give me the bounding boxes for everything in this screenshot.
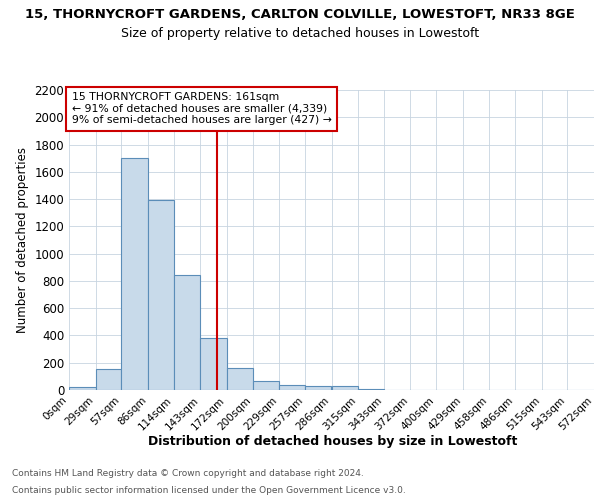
Bar: [305, 386, 331, 390]
Text: 15 THORNYCROFT GARDENS: 161sqm
← 91% of detached houses are smaller (4,339)
9% o: 15 THORNYCROFT GARDENS: 161sqm ← 91% of …: [72, 92, 332, 125]
Text: Contains HM Land Registry data © Crown copyright and database right 2024.: Contains HM Land Registry data © Crown c…: [12, 468, 364, 477]
Bar: [227, 368, 253, 390]
Text: Distribution of detached houses by size in Lowestoft: Distribution of detached houses by size …: [148, 435, 518, 448]
Bar: [173, 276, 200, 390]
Bar: [200, 338, 227, 390]
Text: Size of property relative to detached houses in Lowestoft: Size of property relative to detached ho…: [121, 28, 479, 40]
Bar: [69, 388, 95, 390]
Text: Contains public sector information licensed under the Open Government Licence v3: Contains public sector information licen…: [12, 486, 406, 495]
Bar: [279, 384, 305, 390]
Bar: [148, 200, 173, 390]
Bar: [331, 386, 358, 390]
Bar: [253, 381, 279, 390]
Bar: [121, 158, 148, 390]
Bar: [95, 369, 121, 390]
Text: 15, THORNYCROFT GARDENS, CARLTON COLVILLE, LOWESTOFT, NR33 8GE: 15, THORNYCROFT GARDENS, CARLTON COLVILL…: [25, 8, 575, 20]
Y-axis label: Number of detached properties: Number of detached properties: [16, 147, 29, 333]
